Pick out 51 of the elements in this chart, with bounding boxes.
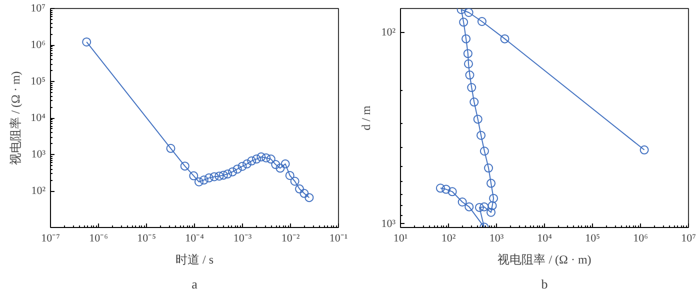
- x-tick-label: 10⁻²: [281, 232, 300, 244]
- y-tick-label: 10⁷: [30, 2, 46, 14]
- point: [252, 154, 262, 164]
- x-tick-label: 10⁴: [537, 232, 552, 244]
- point: [228, 167, 238, 176]
- y-tick-label: 10³: [31, 148, 46, 160]
- point: [300, 188, 309, 198]
- x-tick-label: 10⁻¹: [329, 232, 348, 244]
- point: [280, 159, 290, 168]
- point: [247, 156, 256, 166]
- x-tick-label: 10²: [441, 232, 456, 244]
- point: [199, 176, 208, 185]
- point: [210, 172, 219, 182]
- y-tick-label: 10⁵: [30, 76, 46, 88]
- point: [262, 153, 271, 162]
- point: [189, 171, 198, 180]
- y-tick-label: 10⁶: [30, 39, 46, 51]
- x-tick-label: 10⁶: [633, 232, 648, 244]
- point: [290, 176, 300, 186]
- y-axis-title: d / m: [359, 105, 374, 130]
- point: [194, 177, 204, 186]
- x-tick-label: 10¹: [393, 232, 408, 244]
- y-tick-label: 10⁴: [30, 112, 46, 124]
- point: [238, 162, 247, 171]
- x-tick-label: 10⁻⁴: [185, 232, 204, 244]
- point: [218, 170, 228, 180]
- x-tick-label: 10⁻⁶: [89, 232, 108, 244]
- point: [271, 160, 280, 170]
- y-axis-title: 视电阻率 / (Ω · m): [8, 71, 23, 165]
- point: [266, 154, 276, 164]
- point: [223, 169, 232, 178]
- y-tick-label: 10²: [31, 185, 46, 197]
- x-axis-title: 时道 / s: [176, 252, 214, 266]
- point: [276, 164, 285, 173]
- point: [204, 173, 214, 182]
- x-tick-label: 10⁻⁷: [41, 232, 60, 244]
- point: [285, 171, 294, 180]
- x-tick-label: 10⁵: [585, 232, 600, 244]
- point: [232, 164, 242, 174]
- point: [214, 172, 224, 181]
- point: [242, 159, 252, 168]
- point: [295, 184, 304, 194]
- x-tick-label: 10⁻³: [233, 232, 252, 244]
- point: [304, 193, 314, 202]
- x-tick-label: 10⁻⁵: [137, 232, 156, 244]
- x-axis-title: 视电阻率 / (Ω · m): [498, 252, 592, 266]
- text: b: [541, 276, 548, 292]
- text: a: [192, 276, 198, 292]
- x-tick-label: 10³: [489, 232, 504, 244]
- point: [256, 152, 266, 162]
- x-tick-label: 10⁷: [681, 232, 696, 244]
